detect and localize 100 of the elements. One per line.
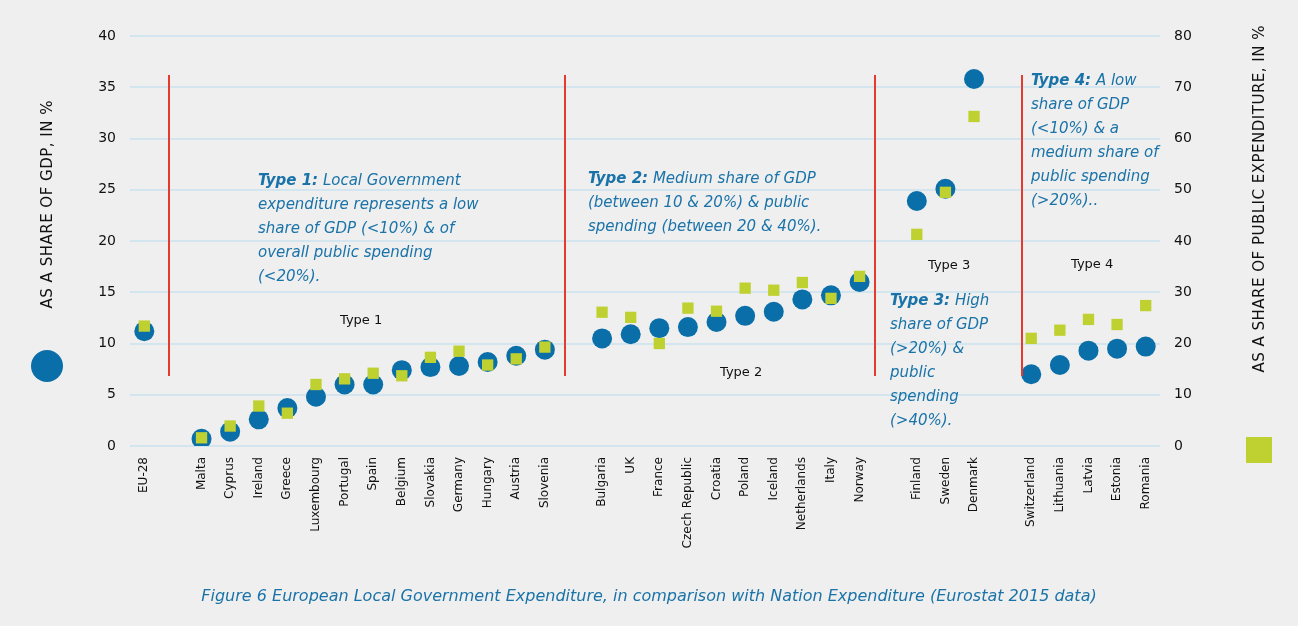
y2-tick-label: 80 [1174,26,1192,43]
y2-tick-label: 50 [1174,180,1192,197]
x-tick-label: Hungary [479,457,494,509]
x-tick-label: Cyprus [222,457,237,499]
point [367,367,379,379]
point [224,420,236,432]
x-tick-label: Estonia [1109,457,1124,502]
point [1107,338,1128,359]
x-tick-label: Czech Republic [680,457,695,549]
point [710,305,723,317]
x-tick-label: Norway [851,457,866,503]
x-tick-label: Ireland [250,457,265,499]
point [649,318,670,339]
point [596,306,608,318]
point [1135,336,1156,357]
y-tick-label: 5 [107,385,116,402]
x-tick-label: Sweden [937,457,952,505]
annotation: Type 3 [928,257,971,272]
point [424,351,437,363]
x-tick-label: Austria [508,457,523,500]
caption: Figure 6 European Local Government Expenditure, in comparison with Nation Expenditure (Eurostat 2015 data) [200,586,1098,605]
y-tick-label: 10 [98,334,116,351]
point [1054,324,1066,336]
x-tick-label: Netherlands [794,457,809,531]
y2-tick-label: 40 [1174,231,1192,248]
y-tick-label: 0 [107,436,116,453]
point [677,317,698,338]
x-tick-label: Romania [1137,457,1152,510]
point [768,284,780,296]
point [1082,313,1095,326]
point [253,400,265,412]
point [305,386,326,407]
point [1021,364,1042,385]
x-tick-label: Lithuania [1051,457,1066,513]
annotation: Type 2: Medium share of GDP (between 10 & 20%) & public spending (between 20 & 40%). [588,168,823,237]
point [682,302,694,314]
point [1078,340,1099,361]
point [453,345,465,357]
point [620,324,641,345]
annotation: Type 4: A low share of GDP (<10%) & a medium share of public spending (>20%).. [1031,70,1162,211]
point [396,370,408,382]
point [1049,355,1070,376]
x-tick-label: Iceland [765,457,780,501]
x-tick-label: Portugal [336,457,351,507]
y2-tick-label: 30 [1174,282,1192,299]
y2-tick-label: 0 [1174,436,1183,453]
x-tick-label: Poland [737,457,752,498]
x-tick-label: Croatia [708,457,723,501]
x-tick-label: Greece [279,457,294,500]
point [1025,332,1037,345]
point [592,328,613,349]
y-tick-label: 25 [98,180,116,197]
point [449,356,470,377]
point [739,282,751,294]
point [653,337,665,350]
x-tick-label: Latvia [1080,457,1095,494]
y2-tick-label: 60 [1174,129,1192,146]
x-tick-label: Finland [908,457,923,500]
point [763,301,784,322]
annotation: Type 3: High share of GDP (>20%) & public spending (>40%). [890,290,991,431]
point [968,110,980,123]
y-tick-label: 30 [98,129,116,146]
annotation: Type 1 [340,312,383,327]
point [138,320,150,332]
x-tick-label: Italy [823,457,838,484]
x-tick-label: Slovakia [422,457,437,508]
y2-tick-label: 10 [1174,385,1192,402]
x-tick-label: Malta [193,457,208,491]
x-tick-label: Denmark [966,456,981,513]
x-tick-label: UK [622,455,637,474]
y2-tick-label: 70 [1174,77,1192,94]
y-tick-label: 35 [98,77,116,94]
annotation: Type 1: Local Government expenditure represents a low share of GDP (<10%) & of overall public spending (<20%). [258,170,480,287]
annotation: Type 4 [1071,256,1114,271]
x-tick-label: Belgium [393,457,408,507]
point [906,191,927,212]
y-tick-label: 20 [98,231,116,248]
point [735,305,756,326]
x-tick-label: Bulgaria [594,457,609,507]
y2-axis-title: AS A SHARE OF PUBLIC EXPENDITURE, IN % [1250,25,1268,373]
point [1111,318,1123,331]
y2-tick-label: 20 [1174,334,1192,351]
x-tick-label: Slovenia [536,457,551,509]
x-tick-label: Germany [451,457,466,513]
y-tick-label: 40 [98,26,116,43]
x-tick-label: EU-28 [136,457,151,493]
y-tick-label: 15 [98,282,116,299]
point [792,289,813,310]
x-tick-label: France [651,457,666,497]
annotation: Type 2 [720,364,763,379]
point [1140,299,1152,312]
point [625,311,637,324]
point [310,378,322,391]
point [796,276,809,289]
x-tick-label: Switzerland [1023,457,1038,527]
point [248,409,269,430]
x-tick-label: Spain [365,457,380,491]
x-tick-label: Luxembourg [308,457,323,532]
point [911,228,923,240]
point [964,69,985,90]
